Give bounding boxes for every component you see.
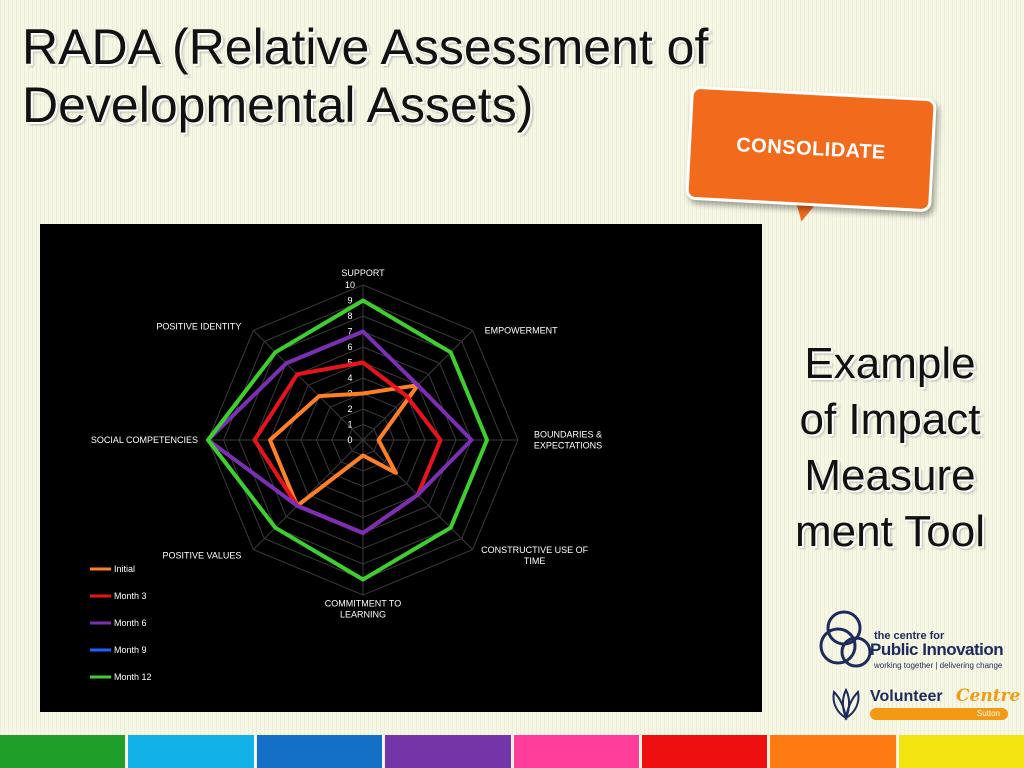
axis-label: LEARNING bbox=[340, 610, 386, 620]
series-line-month-6 bbox=[206, 329, 474, 535]
vc-text-centre: Centre bbox=[956, 686, 1021, 706]
axis-label: TIME bbox=[524, 556, 546, 566]
axis-label: SOCIAL COMPETENCIES bbox=[91, 435, 198, 445]
volunteer-centre-logo: Volunteer Centre Sutton bbox=[826, 686, 1020, 722]
slide-title: RADA (Relative Assessment of Development… bbox=[22, 19, 709, 133]
legend-label: Month 12 bbox=[114, 672, 152, 682]
tick-label: 2 bbox=[347, 404, 352, 414]
centre-for-public-innovation-logo: the centre for Public Innovation working… bbox=[818, 606, 1024, 680]
tick-label: 9 bbox=[347, 296, 352, 306]
axis-label: POSITIVE VALUES bbox=[163, 551, 242, 561]
color-stripe-footer bbox=[0, 735, 1024, 768]
tick-label: 0 bbox=[347, 435, 352, 445]
legend-label: Month 9 bbox=[114, 645, 147, 655]
side-caption: Example of Impact Measure ment Tool bbox=[780, 336, 1000, 560]
tick-label: 10 bbox=[345, 280, 355, 290]
side-caption-line-1: Example bbox=[804, 339, 976, 388]
axis-spoke-8 bbox=[253, 330, 364, 441]
radar-chart-panel: 0 1 2 3 4 5 6 7 8 9 10 SUPPORT EMPOWERMENT BOUNDARIES… bbox=[40, 224, 762, 712]
tick-label: 7 bbox=[347, 327, 352, 337]
vc-subtext: Sutton bbox=[976, 709, 1000, 718]
cpi-circles-icon bbox=[819, 610, 872, 668]
color-stripe-1 bbox=[0, 735, 126, 768]
color-stripe-2 bbox=[128, 735, 254, 768]
series-line-month-12 bbox=[206, 298, 489, 582]
axis-label: EXPECTATIONS bbox=[534, 441, 602, 451]
side-caption-line-3: Measure bbox=[804, 451, 976, 500]
cpi-line-1: the centre for bbox=[874, 630, 945, 642]
cpi-line-3: working together | delivering change bbox=[874, 661, 1003, 670]
legend-label: Month 6 bbox=[114, 618, 147, 628]
axis-spoke-6 bbox=[253, 439, 364, 550]
color-stripe-4 bbox=[385, 735, 511, 768]
side-caption-line-4: ment Tool bbox=[795, 507, 985, 556]
color-stripe-3 bbox=[256, 735, 383, 768]
tick-label: 5 bbox=[347, 358, 352, 368]
vc-text-volunteer: Volunteer bbox=[870, 688, 943, 705]
axis-label: POSITIVE IDENTITY bbox=[156, 321, 241, 331]
tick-label: 8 bbox=[347, 311, 352, 321]
color-stripe-7 bbox=[770, 735, 896, 768]
axis-label: EMPOWERMENT bbox=[485, 325, 559, 335]
tick-label: 1 bbox=[347, 420, 352, 430]
axis-label: COMMITMENT TO bbox=[325, 599, 402, 609]
series-line-initial bbox=[268, 383, 420, 508]
legend-label: Month 3 bbox=[114, 591, 147, 601]
cpi-line-2: Public Innovation bbox=[870, 640, 1004, 659]
color-stripe-8 bbox=[898, 735, 1024, 768]
legend-label: Initial bbox=[114, 564, 135, 574]
radar-chart: 012345678910SUPPORTEMPOWERMENTBOUNDARIES… bbox=[90, 268, 602, 682]
consolidate-label: CONSOLIDATE bbox=[735, 133, 887, 164]
vc-leaf-icon bbox=[832, 687, 860, 721]
consolidate-callout: CONSOLIDATE bbox=[685, 85, 937, 213]
axis-label: BOUNDARIES & bbox=[534, 430, 602, 440]
axis-label: CONSTRUCTIVE USE OF bbox=[481, 545, 589, 555]
color-stripe-5 bbox=[513, 735, 639, 768]
color-stripe-6 bbox=[641, 735, 768, 768]
side-caption-line-2: of Impact bbox=[799, 395, 981, 444]
axis-label: SUPPORT bbox=[341, 268, 385, 278]
tick-label: 4 bbox=[347, 373, 352, 383]
vc-orange-bar: Sutton bbox=[870, 708, 1008, 720]
tick-label: 6 bbox=[347, 342, 352, 352]
